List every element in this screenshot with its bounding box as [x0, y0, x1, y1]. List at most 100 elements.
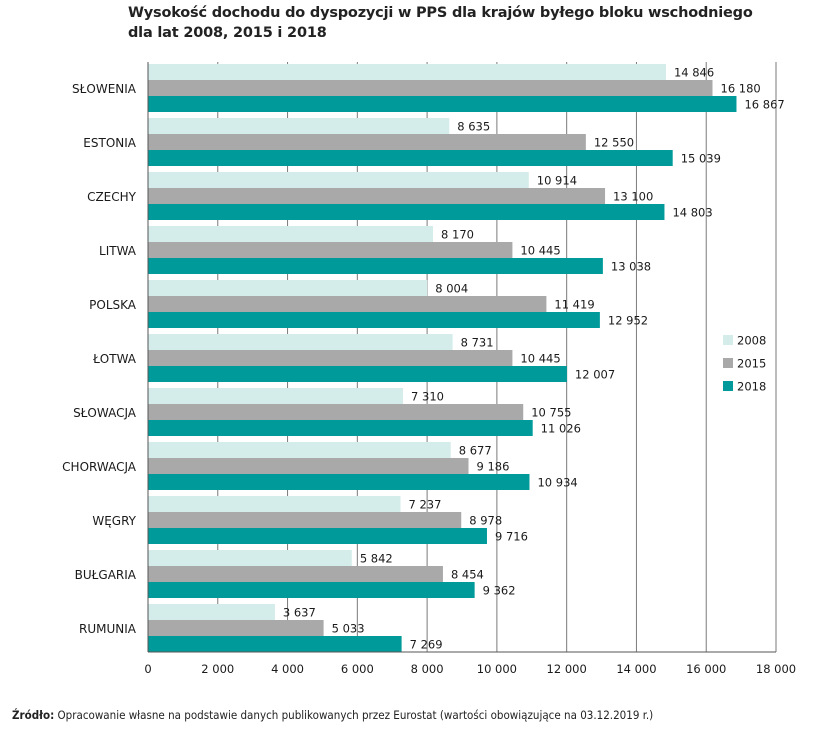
- data-label: 10 934: [537, 476, 577, 490]
- x-tick-label: 18 000: [756, 662, 796, 676]
- legend-label-2015: 2015: [737, 357, 766, 371]
- bar-2015: [148, 620, 324, 636]
- legend-label-2018: 2018: [737, 380, 766, 394]
- data-label: 16 867: [744, 98, 784, 112]
- data-label: 8 170: [441, 228, 474, 242]
- data-label: 7 269: [410, 638, 443, 652]
- category-label: CHORWACJA: [62, 460, 137, 474]
- data-label: 13 038: [611, 260, 651, 274]
- bar-2018: [148, 204, 665, 220]
- bar-2018: [148, 366, 567, 382]
- bar-2015: [148, 80, 713, 96]
- bar-2018: [148, 528, 487, 544]
- data-label: 10 445: [520, 244, 560, 258]
- bar-2018: [148, 420, 533, 436]
- category-label: WĘGRY: [92, 514, 136, 528]
- category-label: LITWA: [99, 244, 137, 258]
- bar-2008: [148, 604, 275, 620]
- data-label: 11 026: [541, 422, 581, 436]
- source-label: Źródło:: [12, 708, 55, 722]
- category-label: RUMUNIA: [79, 622, 137, 636]
- bar-2015: [148, 296, 547, 312]
- bar-2015: [148, 512, 462, 528]
- bar-2018: [148, 150, 673, 166]
- x-tick-label: 4 000: [271, 662, 304, 676]
- bar-2008: [148, 496, 401, 512]
- x-tick-label: 10 000: [477, 662, 517, 676]
- data-label: 9 362: [483, 584, 516, 598]
- bar-2015: [148, 134, 586, 150]
- bar-2018: [148, 582, 475, 598]
- data-label: 9 186: [476, 460, 509, 474]
- bar-2015: [148, 458, 469, 474]
- category-label: ESTONIA: [83, 136, 136, 150]
- data-label: 14 803: [672, 206, 712, 220]
- data-label: 8 731: [461, 336, 494, 350]
- data-label: 8 978: [469, 514, 502, 528]
- x-tick-label: 0: [144, 662, 151, 676]
- bar-2018: [148, 258, 603, 274]
- data-label: 13 100: [613, 190, 653, 204]
- category-label: ŁOTWA: [92, 352, 137, 366]
- category-label: BUŁGARIA: [75, 568, 137, 582]
- bar-2018: [148, 96, 737, 112]
- data-label: 7 310: [411, 390, 444, 404]
- x-tick-label: 16 000: [686, 662, 726, 676]
- legend-label-2008: 2008: [737, 334, 766, 348]
- x-tick-label: 14 000: [616, 662, 656, 676]
- data-label: 7 237: [408, 498, 441, 512]
- bar-2018: [148, 312, 600, 328]
- category-label: SŁOWACJA: [73, 406, 137, 420]
- bar-2015: [148, 188, 606, 204]
- bar-2008: [148, 226, 434, 242]
- bar-2015: [148, 404, 524, 420]
- chart-title-line-1: Wysokość dochodu do dyspozycji w PPS dla…: [128, 5, 753, 21]
- data-label: 5 842: [360, 552, 393, 566]
- bar-2008: [148, 442, 451, 458]
- category-label: POLSKA: [89, 298, 137, 312]
- data-label: 11 419: [554, 298, 594, 312]
- data-label: 15 039: [681, 152, 721, 166]
- data-label: 8 677: [459, 444, 492, 458]
- source-note: Źródło: Opracowanie własne na podstawie …: [12, 708, 653, 722]
- data-label: 8 454: [451, 568, 484, 582]
- data-label: 14 846: [674, 66, 714, 80]
- bar-2018: [148, 636, 402, 652]
- bar-chart: SŁOWENIA 14 846 16 180 16 867 ESTONIA 8 635 12…: [62, 62, 796, 676]
- data-label: 3 637: [283, 606, 316, 620]
- data-label: 8 004: [435, 282, 468, 296]
- data-label: 8 635: [457, 120, 490, 134]
- data-label: 10 914: [537, 174, 577, 188]
- data-label: 9 716: [495, 530, 528, 544]
- data-label: 10 755: [531, 406, 571, 420]
- source-text: Opracowanie własne na podstawie danych p…: [57, 708, 654, 722]
- x-tick-label: 2 000: [201, 662, 234, 676]
- data-label: 16 180: [721, 82, 761, 96]
- data-label: 5 033: [332, 622, 365, 636]
- bar-2008: [148, 172, 529, 188]
- x-tick-label: 8 000: [411, 662, 444, 676]
- bar-2018: [148, 474, 530, 490]
- bar-2015: [148, 566, 443, 582]
- legend-swatch-2018: [723, 381, 733, 391]
- bar-2008: [148, 388, 404, 404]
- data-label: 12 007: [575, 368, 615, 382]
- bar-2015: [148, 350, 513, 366]
- bar-2008: [148, 280, 428, 296]
- data-label: 12 550: [594, 136, 634, 150]
- bar-2015: [148, 242, 513, 258]
- data-label: 12 952: [608, 314, 648, 328]
- chart-title-line-2: dla lat 2008, 2015 i 2018: [128, 25, 327, 41]
- chart-title: Wysokość dochodu do dyspozycji w PPS dla…: [128, 3, 768, 43]
- bar-2008: [148, 550, 352, 566]
- category-label: SŁOWENIA: [72, 82, 137, 96]
- legend-swatch-2015: [723, 358, 733, 368]
- bar-2008: [148, 334, 453, 350]
- bar-2008: [148, 64, 666, 80]
- x-tick-label: 12 000: [547, 662, 587, 676]
- legend-swatch-2008: [723, 335, 733, 345]
- x-tick-label: 6 000: [341, 662, 374, 676]
- category-label: CZECHY: [87, 190, 137, 204]
- data-label: 10 445: [520, 352, 560, 366]
- bar-2008: [148, 118, 450, 134]
